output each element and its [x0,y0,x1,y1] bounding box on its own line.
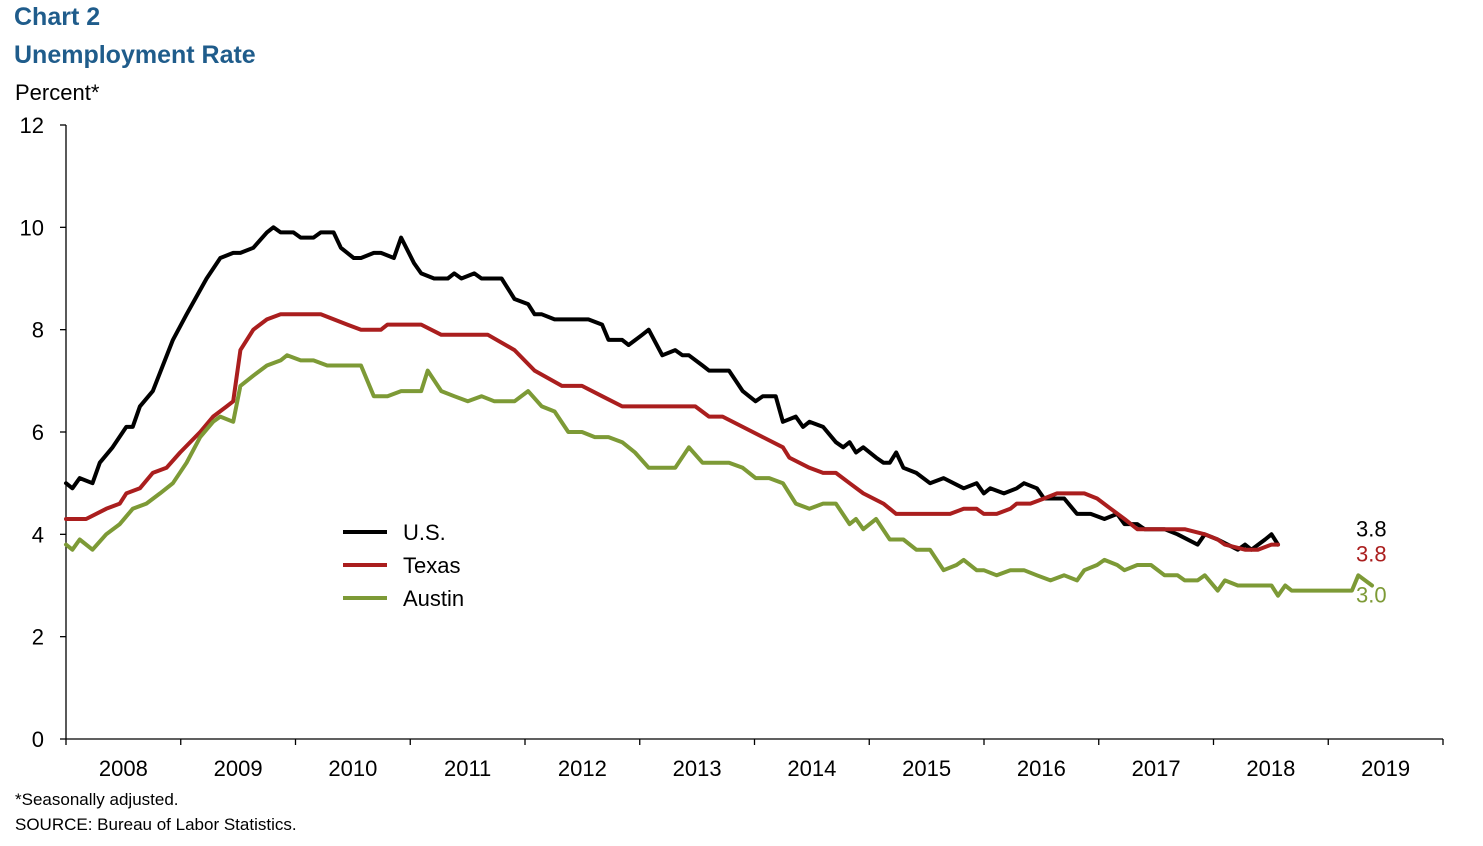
series-lines [64,225,1374,598]
x-tick-label: 2010 [328,756,377,781]
y-tick-label: 2 [32,625,44,650]
axes: 0 2 4 6 8 10 12 2008 2009 2010 2011 2012 2013 2014 201… [20,113,1444,781]
end-label-texas: 3.8 [1356,542,1387,567]
end-label-austin: 3.0 [1356,583,1387,608]
y-tick-label: 6 [32,420,44,445]
y-tick-label: 0 [32,727,44,752]
source-note: SOURCE: Bureau of Labor Statistics. [15,815,297,834]
x-tick-label: 2011 [444,756,491,781]
series-line-us [64,225,1280,552]
x-tick-label: 2014 [787,756,836,781]
y-tick-label: 8 [32,318,44,343]
x-tick-label: 2008 [99,756,148,781]
chart-number-label: Chart 2 [14,3,101,31]
legend: U.S. Texas Austin [343,520,464,611]
legend-label-texas: Texas [403,553,460,578]
x-tick-label: 2009 [214,756,263,781]
x-tick-label: 2013 [673,756,722,781]
y-tick-label: 4 [32,522,44,547]
y-tick-label: 12 [20,113,44,138]
legend-label-us: U.S. [403,520,446,545]
x-tick-label: 2016 [1017,756,1066,781]
y-tick-label: 10 [20,215,44,240]
x-tick-label: 2015 [902,756,951,781]
footnote: *Seasonally adjusted. [15,790,179,809]
chart-title: Unemployment Rate [14,41,256,69]
x-tick-label: 2012 [558,756,607,781]
x-tick-label: 2018 [1246,756,1295,781]
end-label-us: 3.8 [1356,517,1387,542]
legend-label-austin: Austin [403,586,464,611]
series-line-austin [64,353,1374,598]
end-value-labels: 3.83.8 3.0 [1356,517,1387,608]
series-line-texas [64,312,1280,552]
x-tick-label: 2019 [1361,756,1410,781]
x-tick-label: 2017 [1132,756,1181,781]
y-axis-unit-label: Percent* [15,80,100,105]
